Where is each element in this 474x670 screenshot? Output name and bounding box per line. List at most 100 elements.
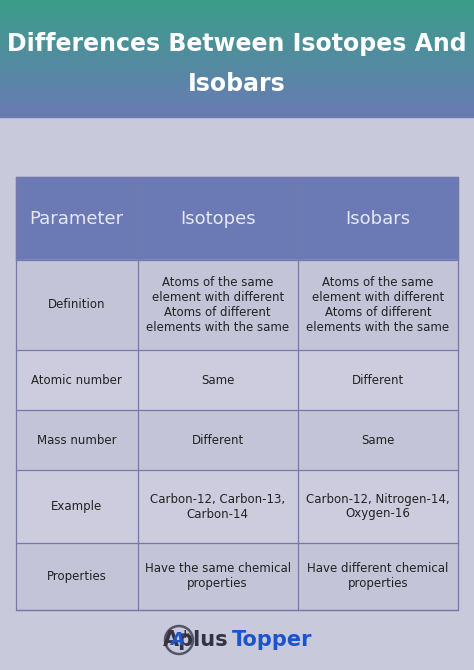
Bar — [0, 72, 474, 73]
Bar — [0, 9, 474, 10]
Text: Parameter: Parameter — [30, 210, 124, 228]
Text: Same: Same — [361, 433, 394, 446]
Bar — [0, 26, 474, 27]
Bar — [16, 350, 137, 410]
Bar — [0, 69, 474, 70]
Bar — [0, 88, 474, 89]
Bar — [0, 110, 474, 111]
Bar — [0, 7, 474, 9]
Bar — [0, 19, 474, 21]
Text: Carbon-12, Carbon-13,
Carbon-14: Carbon-12, Carbon-13, Carbon-14 — [150, 492, 285, 521]
Bar — [0, 27, 474, 29]
Bar — [16, 410, 137, 470]
Bar — [0, 32, 474, 34]
Bar — [0, 42, 474, 44]
Bar — [0, 25, 474, 26]
Bar — [0, 0, 474, 1]
Bar — [0, 98, 474, 99]
Bar — [0, 53, 474, 54]
Bar — [0, 89, 474, 90]
Bar — [0, 58, 474, 60]
Bar — [0, 74, 474, 76]
Text: Same: Same — [201, 373, 234, 387]
Bar — [137, 410, 298, 470]
Bar — [298, 543, 458, 610]
Bar — [0, 47, 474, 48]
Bar — [0, 40, 474, 41]
Bar — [0, 109, 474, 110]
Text: Isobars: Isobars — [188, 72, 286, 96]
Text: Isotopes: Isotopes — [180, 210, 255, 228]
Bar — [0, 31, 474, 32]
Text: Aplus: Aplus — [164, 630, 229, 650]
Bar — [0, 90, 474, 92]
Bar — [0, 56, 474, 57]
Text: +: + — [180, 628, 191, 641]
Bar — [0, 57, 474, 58]
Bar — [0, 23, 474, 25]
Bar — [16, 260, 137, 350]
Bar — [0, 113, 474, 114]
Text: Differences Between Isotopes And: Differences Between Isotopes And — [7, 32, 467, 56]
Bar — [137, 350, 298, 410]
Bar — [0, 10, 474, 11]
Bar — [0, 35, 474, 37]
Bar — [298, 350, 458, 410]
Bar — [0, 37, 474, 38]
Bar — [0, 21, 474, 22]
Text: Different: Different — [191, 433, 244, 446]
Bar — [0, 70, 474, 72]
Bar — [0, 92, 474, 94]
Bar — [0, 86, 474, 88]
Bar — [0, 82, 474, 83]
Text: Have different chemical
properties: Have different chemical properties — [307, 563, 448, 590]
Bar — [16, 543, 137, 610]
Bar — [0, 99, 474, 101]
Bar — [0, 96, 474, 98]
Bar — [0, 60, 474, 62]
Bar — [16, 470, 137, 543]
Bar — [0, 78, 474, 79]
Bar — [298, 470, 458, 543]
Text: Atoms of the same
element with different
Atoms of different
elements with the sa: Atoms of the same element with different… — [306, 276, 449, 334]
Bar — [0, 44, 474, 46]
Bar — [0, 54, 474, 56]
Text: Isobars: Isobars — [346, 210, 410, 228]
Bar — [0, 76, 474, 78]
Text: Α: Α — [170, 631, 184, 649]
Bar — [0, 111, 474, 113]
Bar — [0, 50, 474, 51]
Bar — [0, 94, 474, 95]
Text: Carbon-12, Nitrogen-14,
Oxygen-16: Carbon-12, Nitrogen-14, Oxygen-16 — [306, 492, 450, 521]
Bar — [0, 67, 474, 69]
Bar — [137, 260, 298, 350]
Bar — [298, 410, 458, 470]
Bar — [0, 3, 474, 5]
Bar — [0, 5, 474, 6]
Bar — [0, 29, 474, 31]
Bar — [137, 543, 298, 610]
Bar — [0, 114, 474, 115]
Bar — [0, 104, 474, 105]
Bar — [0, 51, 474, 53]
Bar — [0, 107, 474, 109]
Bar — [0, 101, 474, 103]
Bar — [0, 46, 474, 47]
Bar — [0, 15, 474, 16]
Text: Atoms of the same
element with different
Atoms of different
elements with the sa: Atoms of the same element with different… — [146, 276, 289, 334]
Bar — [0, 11, 474, 13]
Bar — [0, 95, 474, 96]
Bar — [137, 177, 298, 260]
Bar — [0, 85, 474, 86]
Bar — [0, 1, 474, 3]
Text: Topper: Topper — [232, 630, 312, 650]
Bar — [0, 22, 474, 23]
Bar — [16, 177, 458, 610]
Bar — [0, 117, 474, 670]
Text: Definition: Definition — [48, 299, 106, 312]
Bar — [0, 48, 474, 50]
Bar — [0, 66, 474, 67]
Text: Example: Example — [51, 500, 102, 513]
Text: Mass number: Mass number — [37, 433, 117, 446]
Bar — [0, 80, 474, 82]
